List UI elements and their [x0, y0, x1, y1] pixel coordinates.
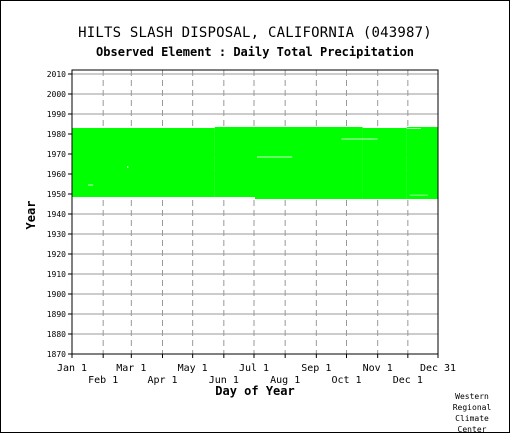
missing-data-gap	[341, 138, 378, 140]
axis-layer: 1870 1880 1890 1900 1910 1920 1930 1940 1950 1960…	[47, 69, 456, 386]
x-tick-label: Jan 1	[57, 363, 87, 374]
y-tick-label: 1990	[47, 110, 66, 119]
x-tick-label: Sep 1	[301, 363, 331, 374]
data-coverage-block	[72, 128, 215, 197]
y-tick-label: 1870	[47, 350, 66, 359]
missing-data-gap	[127, 166, 129, 168]
y-tick-label: 1890	[47, 310, 66, 319]
x-tick-label: Jul 1	[239, 363, 269, 374]
x-tick-label: Nov 1	[363, 363, 393, 374]
y-tick-label: 1960	[47, 170, 66, 179]
data-coverage-block	[406, 129, 438, 199]
data-coverage-block	[406, 127, 438, 129]
missing-data-gap	[257, 156, 293, 158]
x-tick-label: May 1	[178, 363, 208, 374]
credit-text: Western Regional Climate Center	[452, 392, 492, 433]
y-tick-label: 1940	[47, 210, 66, 219]
chart-title: HILTS SLASH DISPOSAL, CALIFORNIA (043987…	[78, 25, 432, 41]
y-axis-label: Year	[24, 201, 38, 230]
chart-subtitle: Observed Element : Daily Total Precipita…	[96, 45, 414, 59]
missing-data-gap	[406, 128, 421, 129]
x-tick-label: Mar 1	[116, 363, 146, 374]
x-tick-label: Feb 1	[88, 375, 118, 386]
x-tick-label: Aug 1	[270, 375, 300, 386]
x-tick-label: Oct 1	[331, 375, 361, 386]
y-tick-label: 1930	[47, 230, 66, 239]
y-tick-label: 1920	[47, 250, 66, 259]
y-tick-label: 1900	[47, 290, 66, 299]
y-tick-label: 1980	[47, 130, 66, 139]
data-coverage-block	[255, 127, 363, 199]
x-tick-label: Jun 1	[209, 375, 239, 386]
x-tick-label: Dec 31	[420, 363, 456, 374]
x-tick-label: Apr 1	[147, 375, 177, 386]
y-tick-label: 1910	[47, 270, 66, 279]
data-coverage-block	[214, 127, 255, 197]
missing-data-gap	[234, 197, 240, 198]
y-tick-label: 2000	[47, 90, 66, 99]
grid-layer	[72, 70, 438, 355]
data-coverage-block	[362, 128, 407, 199]
x-axis-label: Day of Year	[215, 384, 294, 398]
plot-frame	[71, 69, 439, 355]
data-layer	[72, 127, 438, 199]
y-tick-label: 2010	[47, 70, 66, 79]
x-tick-label: Dec 1	[393, 375, 423, 386]
missing-data-gap	[88, 184, 94, 186]
missing-data-gap	[409, 194, 428, 196]
y-tick-label: 1880	[47, 330, 66, 339]
y-tick-label: 1970	[47, 150, 66, 159]
y-tick-label: 1950	[47, 190, 66, 199]
